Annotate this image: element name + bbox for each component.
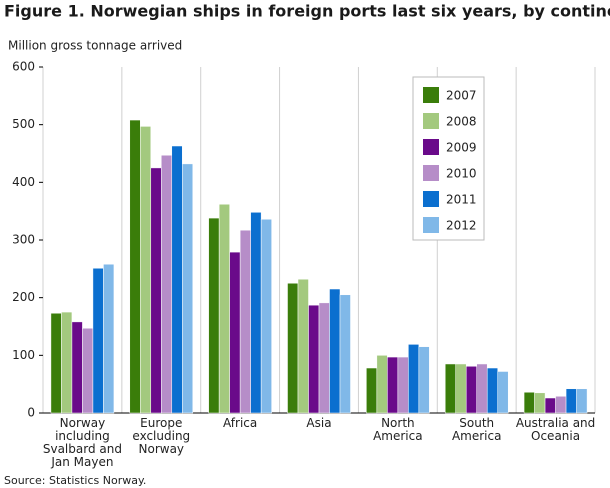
x-tick-label: Australia and Oceania	[515, 416, 596, 443]
bar	[444, 363, 456, 414]
legend-swatch	[423, 165, 439, 181]
bar	[260, 218, 272, 414]
bar	[171, 145, 183, 414]
bar	[129, 119, 141, 414]
legend-swatch	[423, 139, 439, 155]
y-axis-label: Million gross tonnage arrived	[8, 39, 182, 53]
bar	[329, 288, 341, 414]
bar	[297, 278, 309, 414]
bar	[150, 167, 162, 414]
legend-swatch	[423, 191, 439, 207]
bar	[418, 346, 430, 414]
bar	[318, 302, 330, 414]
legend-label: 2010	[446, 167, 477, 181]
y-tick-label: 0	[27, 406, 35, 420]
bar	[408, 344, 420, 414]
x-tick-label: Africa	[223, 416, 258, 430]
bar	[161, 154, 173, 414]
bar	[218, 203, 230, 414]
bar	[82, 327, 94, 414]
bar	[544, 397, 556, 414]
y-tick-label: 400	[12, 175, 35, 189]
bar	[182, 163, 194, 414]
bar	[308, 304, 320, 414]
legend-box	[412, 76, 485, 241]
legend-label: 2012	[446, 219, 477, 233]
bar	[208, 217, 220, 414]
bar	[476, 363, 488, 414]
bar	[465, 366, 477, 414]
x-tick-label: South America	[451, 416, 502, 443]
bar	[287, 283, 299, 414]
bar	[555, 396, 567, 414]
legend-swatch	[423, 113, 439, 129]
chart-title: Figure 1. Norwegian ships in foreign por…	[4, 2, 610, 21]
y-tick-label: 300	[12, 233, 35, 247]
bar	[523, 391, 535, 414]
bar	[239, 229, 251, 414]
x-tick-label: Norway including Svalbard and Jan Mayen	[42, 416, 122, 469]
bar	[366, 367, 378, 414]
legend-label: 2009	[446, 141, 477, 155]
bar	[229, 251, 241, 414]
bar	[339, 294, 351, 414]
bar	[61, 311, 73, 414]
y-tick-label: 500	[12, 117, 35, 131]
bar	[250, 212, 262, 414]
bar	[376, 355, 388, 414]
x-tick-label: Asia	[306, 416, 332, 430]
bar	[576, 388, 588, 414]
bar	[103, 263, 115, 414]
y-tick-label: 100	[12, 348, 35, 362]
bar	[387, 356, 399, 414]
bar	[455, 363, 467, 414]
legend-label: 2007	[446, 89, 477, 103]
bar	[71, 321, 83, 414]
bar	[486, 367, 498, 414]
y-tick-label: 200	[12, 290, 35, 304]
legend-label: 2011	[446, 193, 477, 207]
legend-swatch	[423, 87, 439, 103]
bar	[50, 312, 62, 414]
bar	[497, 371, 509, 414]
bar	[534, 392, 546, 414]
x-tick-label: Europe excluding Norway	[132, 416, 191, 456]
x-tick-label: North America	[373, 416, 423, 443]
y-tick-label: 600	[12, 60, 35, 74]
legend-label: 2008	[446, 115, 477, 129]
bar	[565, 388, 577, 414]
legend-swatch	[423, 217, 439, 233]
bar	[92, 268, 104, 414]
bar	[140, 126, 152, 414]
source: Source: Statistics Norway.	[4, 474, 146, 487]
bar	[397, 356, 409, 414]
